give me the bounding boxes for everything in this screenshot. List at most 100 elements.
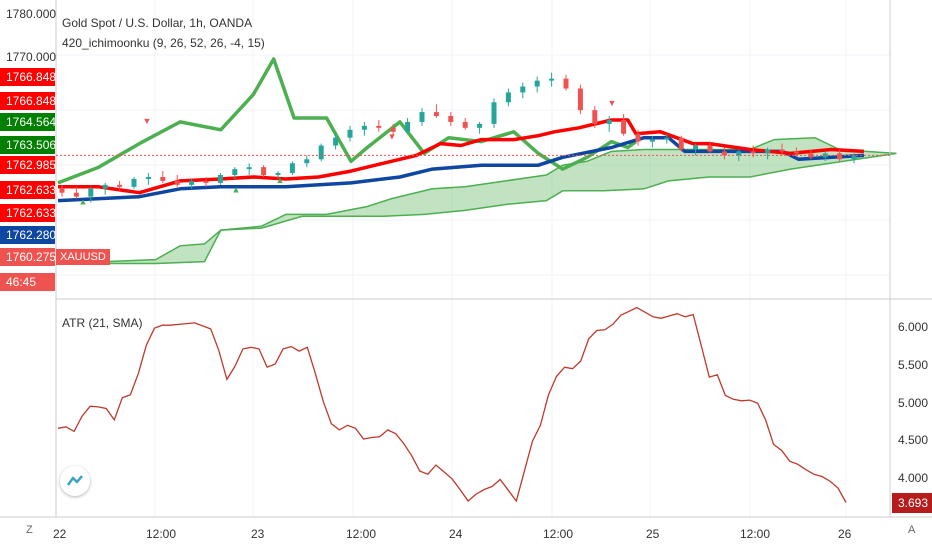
zoom-toggle-button[interactable]: Z (26, 524, 33, 536)
price-label: 1762.280 (0, 226, 56, 244)
kijun-line (57, 135, 865, 203)
price-label: 1763.506 (0, 136, 56, 154)
tenkan-line (58, 118, 865, 195)
candle-body (765, 149, 771, 154)
price-label: 1766.848 (0, 68, 56, 86)
candle-body (347, 129, 353, 138)
atr-axis-tick: 6.000 (898, 320, 929, 334)
candle-body (793, 151, 799, 154)
candle-body (693, 145, 699, 150)
price-label: 46:45 (0, 273, 55, 291)
candle-body (246, 167, 252, 170)
candle-body (73, 192, 79, 197)
candle-body (664, 137, 670, 140)
candle-body (707, 145, 713, 152)
x-axis-tick: 12:00 (543, 527, 574, 541)
signal-marker: ▼ (608, 98, 617, 108)
senkou-b-line (58, 152, 897, 265)
atr-series-line (57, 306, 847, 503)
x-axis-tick: 12:00 (146, 527, 177, 541)
pane-frame (0, 0, 932, 518)
candle-body (549, 78, 555, 81)
signal-marker: ▼ (388, 132, 397, 142)
candle-body (534, 80, 540, 87)
candle-body (304, 159, 310, 164)
price-label: 1764.564 (0, 113, 56, 131)
indicator-lines (57, 57, 865, 203)
chikou-line (57, 57, 637, 185)
candle-body (189, 180, 195, 185)
candle-body (390, 127, 396, 132)
price-label: 1762.633 (0, 204, 56, 222)
atr-legend[interactable]: ATR (21, SMA) (62, 316, 143, 330)
symbol-badge: XAUUSD (56, 249, 110, 265)
price-label: 1766.848 (0, 92, 56, 110)
atr-current-badge: 3.693 (892, 493, 932, 513)
senkou-a-line (57, 136, 897, 265)
candle-body (462, 121, 468, 128)
price-label: 1762.633 (0, 181, 56, 199)
x-axis-tick: 26 (838, 527, 852, 541)
signal-marker: ▼ (143, 116, 152, 126)
left-axis-tick: 1780.000 (6, 7, 57, 21)
ichimoku-cloud (57, 136, 897, 265)
candle-body (779, 149, 785, 152)
candles (59, 72, 857, 203)
candle-body (621, 119, 627, 134)
candle-body (851, 155, 857, 160)
candle-body (419, 112, 425, 122)
grid (56, 0, 890, 517)
candle-body (131, 178, 137, 187)
candle-body (433, 112, 439, 117)
candle-body (678, 137, 684, 150)
tradingview-logo-icon[interactable] (60, 466, 90, 496)
candle-body (59, 188, 65, 193)
candle-body (232, 169, 238, 176)
candle-body (520, 86, 526, 93)
signal-marker: ▲ (276, 175, 285, 185)
candle-body (361, 125, 367, 130)
candle-body (592, 110, 598, 124)
atr-axis-tick: 4.000 (898, 471, 929, 485)
candle-body (261, 167, 267, 176)
chart-title: Gold Spot / U.S. Dollar, 1h, OANDA (62, 16, 253, 30)
candle-body (577, 88, 583, 111)
x-axis-tick: 12:00 (346, 527, 377, 541)
candle-body (405, 121, 411, 132)
candle-body (721, 151, 727, 156)
candle-body (217, 175, 223, 183)
candle-body (318, 145, 324, 160)
x-axis-tick: 22 (53, 527, 67, 541)
candle-body (606, 119, 612, 124)
candle-body (477, 123, 483, 128)
cloud-fill (58, 137, 897, 264)
candle-body (145, 177, 151, 179)
candle-body (88, 188, 94, 197)
candle-body (808, 153, 814, 158)
atr-axis-tick: 4.500 (898, 433, 929, 447)
atr-line (57, 306, 847, 503)
left-axis-tick: 1770.000 (6, 50, 57, 64)
auto-scale-button[interactable]: A (908, 524, 916, 536)
signal-marker: ▲ (79, 197, 88, 207)
price-label: 1762.985 (0, 156, 56, 174)
x-axis-tick: 24 (449, 527, 463, 541)
signal-marker: ▲ (232, 185, 241, 195)
candle-body (117, 184, 123, 187)
candle-body (505, 92, 511, 103)
candle-body (750, 151, 756, 154)
candle-body (736, 151, 742, 156)
x-axis-tick: 23 (251, 527, 265, 541)
signal-markers: ▲ ▲ ▼ ▲ ▼ ▼ (79, 98, 617, 206)
candle-body (333, 137, 339, 146)
candle-body (174, 180, 180, 185)
atr-axis-tick: 5.500 (898, 358, 929, 372)
candle-body (376, 125, 382, 128)
candle-body (837, 153, 843, 160)
indicator-legend[interactable]: 420_ichimoonku (9, 26, 52, 26, -4, 15) (62, 36, 265, 50)
x-axis-tick: 25 (646, 527, 660, 541)
x-axis-tick: 12:00 (740, 527, 771, 541)
candle-body (649, 139, 655, 142)
